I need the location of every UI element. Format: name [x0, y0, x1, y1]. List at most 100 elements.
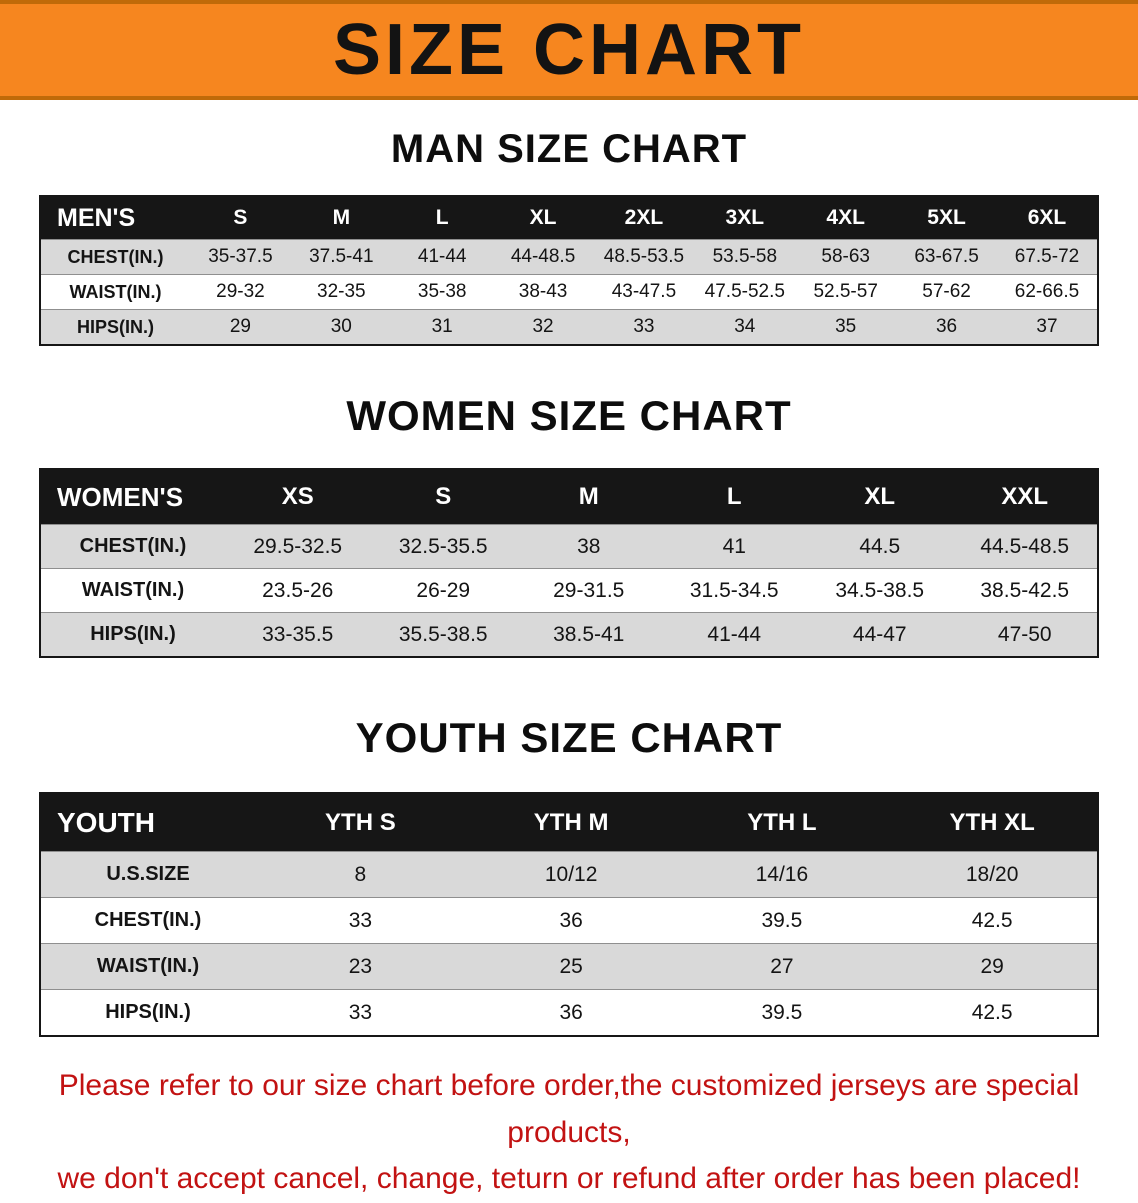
- value-cell: 35: [795, 309, 897, 345]
- value-cell: 41: [661, 524, 807, 569]
- size-column-header: S: [370, 469, 516, 525]
- table-row: WAIST(IN.) 23 25 27 29: [40, 943, 1098, 990]
- value-cell: 29: [190, 309, 291, 345]
- row-label-cell: CHEST(IN.): [40, 239, 190, 275]
- value-cell: 35-38: [391, 274, 493, 310]
- size-column-header: YTH S: [255, 793, 466, 852]
- value-cell: 25: [465, 943, 677, 990]
- value-cell: 29: [887, 943, 1098, 990]
- table-row: WAIST(IN.) 23.5-26 26-29 29-31.5 31.5-34.5 34…: [40, 568, 1098, 613]
- table-title-cell: MEN'S: [40, 196, 190, 240]
- table-title-cell: WOMEN'S: [40, 469, 225, 525]
- disclaimer-line-2: we don't accept cancel, change, teturn o…: [57, 1162, 1081, 1195]
- table-row: CHEST(IN.) 35-37.5 37.5-41 41-44 44-48.5 48.5…: [40, 239, 1098, 275]
- row-label-cell: WAIST(IN.): [40, 274, 190, 310]
- value-cell: 41-44: [391, 239, 493, 275]
- value-cell: 33: [593, 309, 695, 345]
- value-cell: 58-63: [795, 239, 897, 275]
- value-cell: 33: [255, 989, 466, 1036]
- disclaimer-text: Please refer to our size chart before or…: [14, 1063, 1124, 1203]
- value-cell: 36: [465, 897, 677, 944]
- women-size-table: WOMEN'S XS S M L XL XXL CHEST(IN.) 29.5-32.5 32.5…: [39, 468, 1099, 658]
- size-column-header: XL: [492, 196, 594, 240]
- value-cell: 38.5-41: [516, 612, 662, 657]
- value-cell: 32: [492, 309, 594, 345]
- value-cell: 44-48.5: [492, 239, 594, 275]
- youth-size-chart-section: YOUTH SIZE CHART YOUTH YTH S YTH M YTH L YTH…: [0, 714, 1138, 1037]
- women-size-chart-section: WOMEN SIZE CHART WOMEN'S XS S M L XL XXL CHEST(…: [0, 392, 1138, 658]
- value-cell: 35.5-38.5: [370, 612, 516, 657]
- table-row: HIPS(IN.) 29 30 31 32 33 34 35 36 37: [40, 309, 1098, 345]
- value-cell: 29-32: [190, 274, 291, 310]
- size-column-header: S: [190, 196, 291, 240]
- size-column-header: M: [290, 196, 392, 240]
- men-size-chart-heading: MAN SIZE CHART: [390, 127, 748, 171]
- value-cell: 37: [997, 309, 1098, 345]
- value-cell: 38-43: [492, 274, 594, 310]
- size-column-header: YTH XL: [887, 793, 1098, 852]
- table-header-row: MEN'S S M L XL 2XL 3XL 4XL 5XL 6XL: [40, 196, 1098, 240]
- row-label-cell: U.S.SIZE: [40, 851, 255, 898]
- value-cell: 33: [255, 897, 466, 944]
- youth-size-chart-heading: YOUTH SIZE CHART: [355, 714, 783, 761]
- value-cell: 35-37.5: [190, 239, 291, 275]
- value-cell: 44-47: [807, 612, 953, 657]
- value-cell: 57-62: [896, 274, 997, 310]
- size-column-header: XS: [225, 469, 371, 525]
- value-cell: 38.5-42.5: [952, 568, 1098, 613]
- size-column-header: YTH L: [676, 793, 888, 852]
- value-cell: 67.5-72: [997, 239, 1098, 275]
- value-cell: 43-47.5: [593, 274, 695, 310]
- value-cell: 41-44: [661, 612, 807, 657]
- value-cell: 29-31.5: [516, 568, 662, 613]
- row-label-cell: WAIST(IN.): [40, 943, 255, 990]
- value-cell: 31: [391, 309, 493, 345]
- table-row: CHEST(IN.) 29.5-32.5 32.5-35.5 38 41 44.5 44.5…: [40, 524, 1098, 569]
- size-column-header: L: [391, 196, 493, 240]
- disclaimer-line-1: Please refer to our size chart before or…: [58, 1069, 1080, 1149]
- men-size-table: MEN'S S M L XL 2XL 3XL 4XL 5XL 6XL CHEST(IN.) 35-37…: [39, 195, 1099, 346]
- value-cell: 34.5-38.5: [807, 568, 953, 613]
- value-cell: 39.5: [676, 897, 888, 944]
- value-cell: 37.5-41: [290, 239, 392, 275]
- value-cell: 33-35.5: [225, 612, 371, 657]
- value-cell: 38: [516, 524, 662, 569]
- table-title-cell: YOUTH: [40, 793, 255, 852]
- women-size-chart-heading: WOMEN SIZE CHART: [346, 392, 792, 439]
- table-row: HIPS(IN.) 33 36 39.5 42.5: [40, 989, 1098, 1036]
- size-column-header: YTH M: [465, 793, 677, 852]
- value-cell: 47-50: [952, 612, 1098, 657]
- value-cell: 52.5-57: [795, 274, 897, 310]
- size-column-header: 5XL: [896, 196, 997, 240]
- row-label-cell: HIPS(IN.): [40, 612, 225, 657]
- value-cell: 32-35: [290, 274, 392, 310]
- value-cell: 29.5-32.5: [225, 524, 371, 569]
- value-cell: 30: [290, 309, 392, 345]
- value-cell: 18/20: [887, 851, 1098, 898]
- value-cell: 27: [676, 943, 888, 990]
- value-cell: 62-66.5: [997, 274, 1098, 310]
- page-title: SIZE CHART: [333, 10, 805, 90]
- value-cell: 8: [255, 851, 466, 898]
- table-header-row: YOUTH YTH S YTH M YTH L YTH XL: [40, 793, 1098, 852]
- value-cell: 26-29: [370, 568, 516, 613]
- size-column-header: XXL: [952, 469, 1098, 525]
- value-cell: 63-67.5: [896, 239, 997, 275]
- value-cell: 44.5-48.5: [952, 524, 1098, 569]
- value-cell: 23: [255, 943, 466, 990]
- value-cell: 36: [465, 989, 677, 1036]
- value-cell: 10/12: [465, 851, 677, 898]
- size-column-header: 6XL: [997, 196, 1098, 240]
- row-label-cell: CHEST(IN.): [40, 897, 255, 944]
- table-row: WAIST(IN.) 29-32 32-35 35-38 38-43 43-47.5 47.…: [40, 274, 1098, 310]
- men-size-chart-section: MAN SIZE CHART MEN'S S M L XL 2XL 3XL 4XL 5XL 6XL…: [0, 127, 1138, 346]
- value-cell: 36: [896, 309, 997, 345]
- value-cell: 42.5: [887, 897, 1098, 944]
- value-cell: 32.5-35.5: [370, 524, 516, 569]
- size-column-header: 3XL: [694, 196, 796, 240]
- size-column-header: XL: [807, 469, 953, 525]
- table-row: U.S.SIZE 8 10/12 14/16 18/20: [40, 851, 1098, 898]
- row-label-cell: HIPS(IN.): [40, 309, 190, 345]
- table-header-row: WOMEN'S XS S M L XL XXL: [40, 469, 1098, 525]
- value-cell: 44.5: [807, 524, 953, 569]
